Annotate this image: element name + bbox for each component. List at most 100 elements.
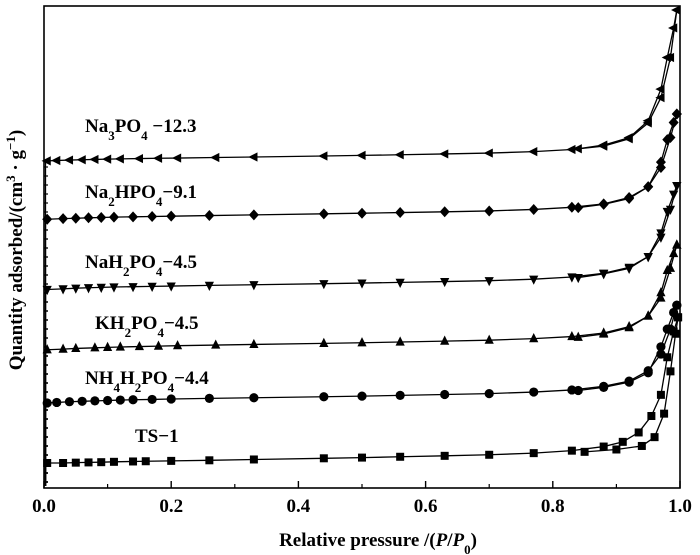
data-point — [529, 449, 538, 458]
data-point — [147, 211, 158, 223]
data-point — [672, 239, 682, 249]
data-point — [43, 459, 52, 467]
data-point — [623, 133, 633, 143]
data-point — [249, 393, 259, 403]
data-point — [529, 387, 539, 397]
data-point — [357, 391, 367, 401]
data-point — [147, 282, 157, 292]
data-point — [109, 457, 118, 466]
series-label: KH2PO4−4.5 — [95, 313, 199, 340]
x-tick-label: 0.6 — [414, 496, 438, 517]
data-point — [528, 147, 538, 157]
data-point — [147, 394, 157, 405]
data-point — [643, 368, 653, 378]
data-point — [96, 283, 106, 293]
data-point — [572, 144, 582, 154]
data-point — [83, 284, 94, 294]
data-point — [440, 277, 450, 288]
data-point — [77, 396, 87, 406]
desorption-line — [578, 9, 678, 150]
series-group — [41, 5, 681, 486]
data-point — [395, 336, 405, 346]
data-point — [672, 300, 682, 310]
data-point — [89, 154, 99, 165]
data-point — [205, 456, 214, 465]
data-point — [674, 313, 683, 322]
plot-frame — [43, 5, 681, 489]
data-point — [97, 458, 106, 467]
data-point — [484, 205, 495, 217]
data-point — [566, 144, 576, 155]
data-point — [643, 253, 653, 263]
data-point — [660, 409, 669, 418]
data-point — [71, 342, 81, 353]
data-point — [70, 212, 81, 224]
data-point — [656, 287, 666, 297]
data-point — [141, 457, 150, 466]
data-point — [58, 343, 68, 353]
data-point — [656, 349, 666, 359]
data-point — [249, 338, 259, 349]
data-point — [51, 155, 61, 166]
x-axis: 0.0 0.2 0.4 0.6 0.8 1.0 — [32, 481, 692, 517]
data-point — [624, 322, 634, 332]
data-point — [395, 207, 406, 219]
x-tick-label: 0.4 — [287, 496, 311, 517]
data-point — [59, 459, 68, 467]
data-point — [485, 450, 494, 459]
data-point — [573, 273, 583, 284]
data-point — [672, 182, 682, 192]
data-point — [357, 207, 367, 219]
data-point — [669, 190, 679, 200]
series-group — [42, 108, 682, 486]
data-point — [52, 397, 62, 408]
data-point — [114, 154, 124, 164]
series-label: NH4H2PO4−4.4 — [85, 368, 209, 395]
data-point — [599, 270, 609, 280]
data-point — [71, 458, 80, 467]
data-point — [42, 398, 52, 408]
data-point — [567, 446, 576, 455]
data-point — [528, 203, 539, 215]
data-point — [90, 342, 100, 352]
data-point — [440, 451, 449, 460]
data-point — [567, 273, 577, 283]
data-point — [357, 337, 367, 347]
x-axis-title: Relative pressure /(P/P0) — [279, 530, 477, 555]
data-point — [643, 181, 654, 193]
data-point — [204, 393, 214, 403]
data-point — [76, 155, 86, 165]
x-tick-label: 0.2 — [159, 496, 183, 517]
data-point — [42, 213, 53, 225]
data-point — [171, 153, 182, 163]
data-point — [115, 395, 125, 405]
x-tick-label: 0.0 — [32, 496, 56, 517]
data-point — [650, 433, 659, 442]
data-point — [439, 149, 449, 159]
data-point — [669, 247, 679, 258]
data-point — [96, 211, 107, 223]
data-point — [71, 284, 81, 294]
data-point — [128, 283, 138, 293]
data-point — [204, 210, 215, 222]
data-point — [167, 456, 176, 465]
data-point — [655, 92, 665, 103]
data-point — [529, 332, 539, 343]
series-label: NaH2PO4−4.5 — [85, 252, 197, 279]
data-point — [663, 353, 672, 362]
data-point — [666, 367, 675, 376]
data-point — [395, 278, 405, 288]
data-point — [166, 282, 176, 292]
series-labels: TS−1 NH4H2PO4−4.4 KH2PO4−4.5 NaH2PO4−4.5 Na2… — [85, 116, 209, 447]
data-point — [668, 23, 678, 33]
data-point — [573, 385, 583, 396]
desorption-line — [584, 317, 679, 453]
data-point — [573, 331, 583, 341]
data-point — [439, 206, 450, 218]
data-point — [84, 458, 93, 467]
data-point — [637, 441, 646, 450]
data-point — [566, 201, 577, 213]
data-point — [656, 292, 666, 302]
data-point — [358, 453, 366, 462]
data-point — [440, 389, 450, 400]
